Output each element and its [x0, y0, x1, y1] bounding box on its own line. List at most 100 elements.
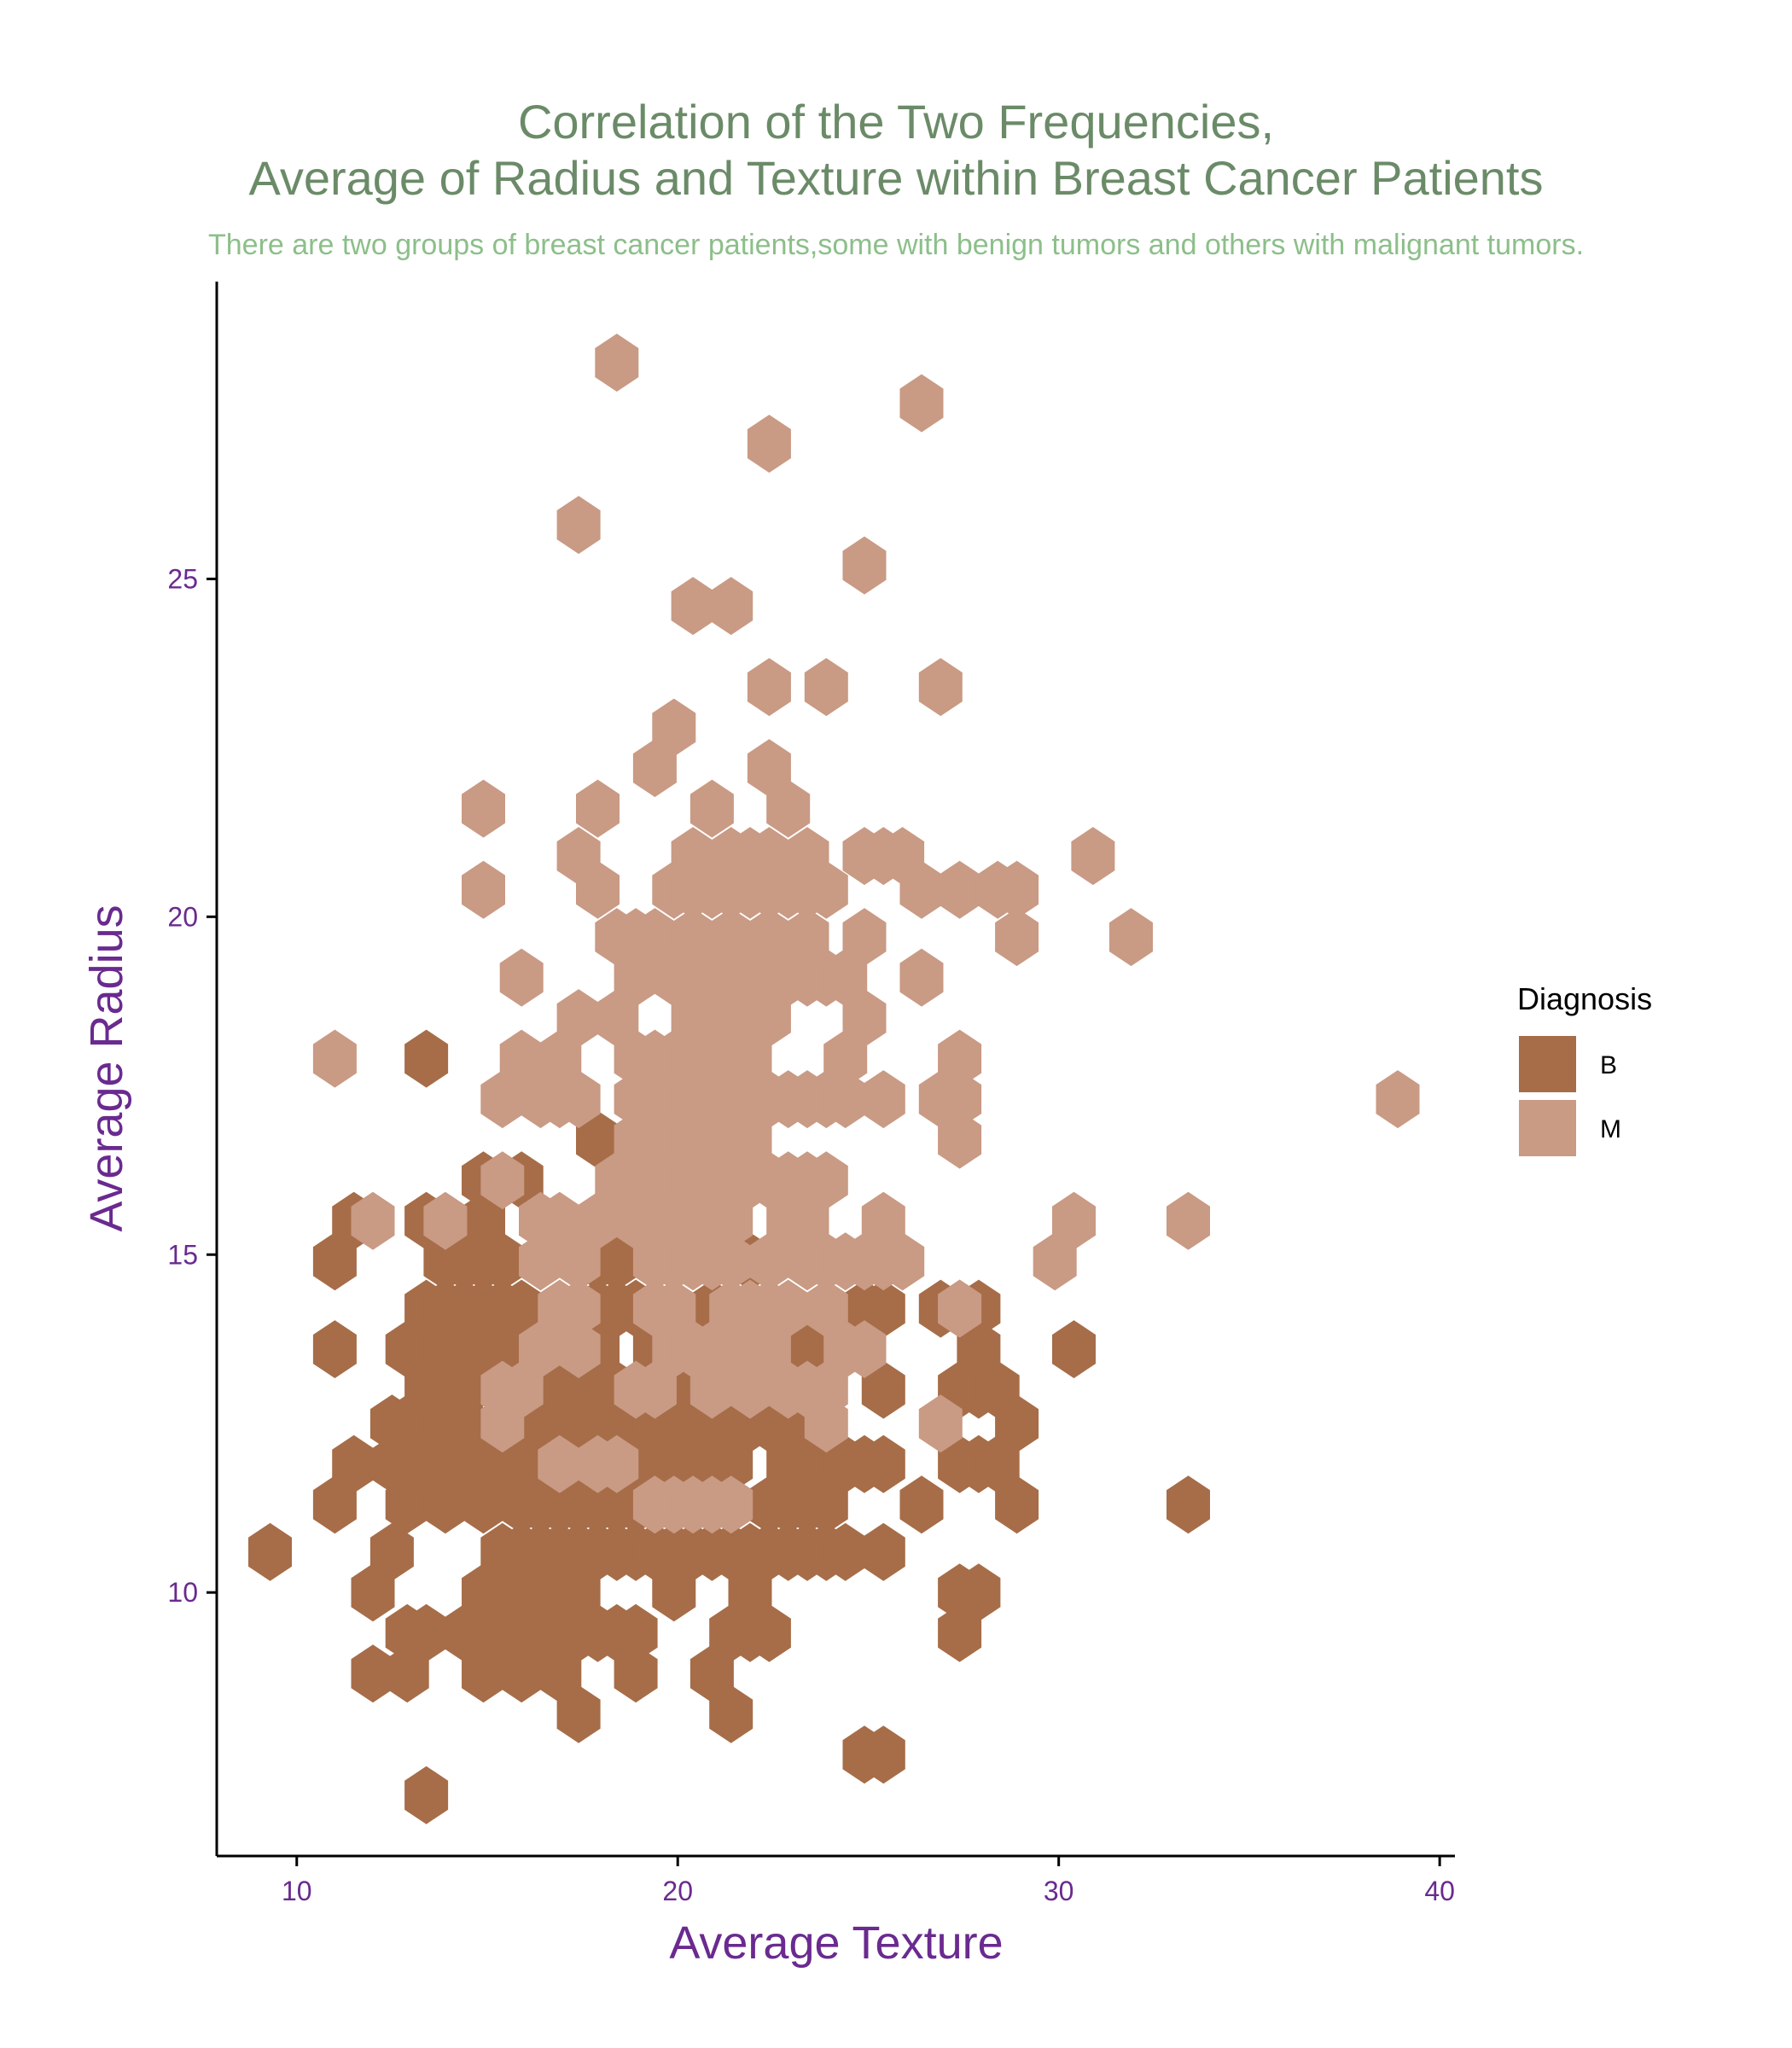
chart-title-line-2: Average of Radius and Texture within Bre… [248, 151, 1543, 205]
y-axis-ticks: 10 15 20 25 [167, 563, 217, 1608]
hex-bin-b [747, 1603, 791, 1662]
hex-bin-m [1033, 1232, 1077, 1291]
hex-bin-m [899, 860, 944, 919]
hex-bin-m [519, 1232, 562, 1291]
x-tick-label: 10 [282, 1876, 312, 1906]
hex-bin-b [938, 1603, 982, 1662]
hex-bin-m [918, 658, 963, 717]
hex-bin-m [747, 658, 791, 717]
hex-bin-m [576, 1191, 620, 1250]
hex-bin-m [480, 1070, 525, 1129]
hex-bin-m [499, 948, 544, 1007]
hex-bin-b [556, 1684, 601, 1743]
hex-bin-m [671, 1110, 715, 1169]
hex-bin-m [995, 908, 1039, 967]
hex-bin-b [312, 1320, 357, 1379]
hex-bin-m [499, 1360, 544, 1419]
hex-bin-b [332, 1434, 376, 1493]
hex-bin-m [709, 1191, 753, 1250]
legend-label-b: B [1600, 1051, 1617, 1079]
hex-bin-b [385, 1475, 429, 1534]
hex-bin-m [595, 1434, 639, 1493]
hex-bin-m [728, 948, 772, 1007]
hex-bin-m [671, 577, 715, 636]
hex-bin-m [1167, 1191, 1210, 1250]
hex-bin-m [652, 1191, 696, 1250]
hex-bin-m [881, 1232, 925, 1291]
hex-bin-m [556, 1320, 601, 1379]
hex-bin-m [480, 1151, 525, 1210]
hex-bin-m [709, 1475, 753, 1534]
hex-bin-b [351, 1563, 395, 1622]
hex-bin-b [861, 1522, 905, 1581]
hex-bin-b [804, 1475, 848, 1534]
hex-bin-b [462, 1191, 505, 1250]
hex-bin-m [861, 1070, 905, 1129]
y-tick-label: 10 [167, 1577, 198, 1608]
hex-bin-m [556, 1070, 601, 1129]
hex-bin-b [899, 1475, 944, 1534]
hex-bin-b [385, 1644, 429, 1703]
hex-bin-m [1109, 908, 1153, 967]
hex-bin-b [689, 1644, 734, 1703]
hex-bin-m [842, 536, 887, 595]
hex-bin-b [312, 1475, 357, 1534]
hex-bin-b [1052, 1320, 1096, 1379]
hex-bin-m [1071, 827, 1115, 886]
hex-bin-m [312, 1029, 357, 1088]
hex-bin-m [556, 989, 601, 1048]
plot-area [248, 334, 1420, 1824]
hex-bin-m [709, 908, 753, 967]
hex-bin-b [462, 1475, 505, 1534]
hex-bin-m [709, 577, 753, 636]
hex-bin-b [614, 1603, 658, 1662]
x-tick-label: 30 [1044, 1876, 1074, 1906]
hex-bin-m [538, 1191, 582, 1250]
hex-bin-m [728, 1029, 772, 1088]
hex-bin-m [462, 860, 505, 919]
hex-bin-m [576, 779, 620, 838]
hex-bin-b [404, 1603, 449, 1662]
hex-bin-b [480, 1320, 525, 1379]
hex-bin-m [614, 1070, 658, 1129]
hex-bin-b [728, 1563, 772, 1622]
hex-bin-m [899, 374, 944, 433]
hex-bin-m [918, 1394, 963, 1453]
hex-bin-m [556, 1279, 601, 1338]
hex-bin-m [709, 989, 753, 1048]
hex-bin-m [785, 908, 829, 967]
hex-bin-m [899, 948, 944, 1007]
hex-bin-m [842, 908, 887, 967]
hex-bin-m [595, 1151, 639, 1210]
hex-bin-m [823, 948, 868, 1007]
hex-bin-b [538, 1644, 582, 1703]
hex-bin-m [938, 1279, 982, 1338]
hex-bin-b [462, 1644, 505, 1703]
hex-bin-b [423, 1475, 468, 1534]
hex-bin-m [804, 1151, 848, 1210]
hex-bin-m [519, 1320, 562, 1379]
hex-bin-b [995, 1475, 1039, 1534]
hex-bin-b [861, 1360, 905, 1419]
y-tick-label: 15 [167, 1239, 198, 1270]
legend-label-m: M [1600, 1115, 1621, 1143]
hex-bin-b [404, 1434, 449, 1493]
hex-bin-b [442, 1360, 486, 1419]
hex-series-m [312, 334, 1420, 1534]
hex-bin-m [351, 1191, 395, 1250]
hex-bin-b [709, 1684, 753, 1743]
hex-bin-m [538, 1434, 582, 1493]
legend-key-b [1519, 1036, 1576, 1092]
hex-bin-m [747, 908, 791, 967]
hex-bin-m [823, 1029, 868, 1088]
hex-bin-b [614, 1644, 658, 1703]
hex-bin-b [1167, 1475, 1210, 1534]
hex-bin-m [842, 1320, 887, 1379]
x-axis-ticks: 10 20 30 40 [282, 1856, 1455, 1906]
hex-bin-m [556, 1232, 601, 1291]
hex-bin-m [499, 1029, 544, 1088]
hex-bin-b [499, 1279, 544, 1338]
hex-bin-b [499, 1644, 544, 1703]
hex-bin-m [938, 1110, 982, 1169]
